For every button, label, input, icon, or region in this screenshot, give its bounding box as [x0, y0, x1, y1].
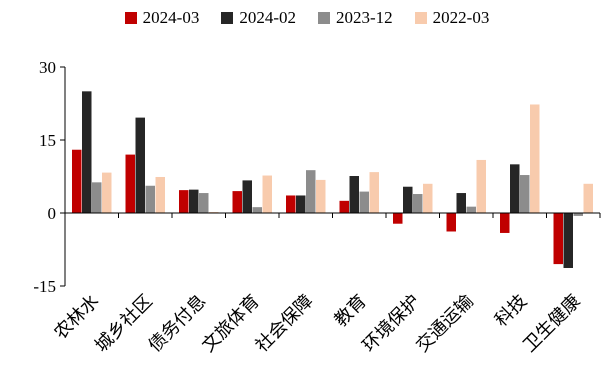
- y-tick-label-3: -15: [33, 277, 56, 296]
- bar-6-1: [403, 186, 413, 213]
- bar-4-0: [286, 195, 296, 213]
- bar-4-2: [306, 170, 316, 213]
- category-label-3: 文旅体育: [198, 291, 264, 357]
- category-label-5: 教育: [330, 291, 370, 331]
- bar-5-0: [339, 200, 349, 213]
- bar-1-2: [145, 185, 155, 213]
- bar-2-0: [179, 190, 189, 213]
- bar-3-0: [232, 191, 242, 213]
- bar-9-0: [553, 213, 563, 265]
- legend-label-3: 2022-03: [432, 8, 490, 27]
- legend-item-2: 2023-12: [318, 8, 393, 28]
- bar-6-0: [393, 213, 403, 224]
- bar-0-3: [102, 172, 112, 213]
- bar-0-2: [92, 182, 102, 213]
- legend-swatch-0: [124, 12, 137, 24]
- bar-8-3: [530, 104, 540, 213]
- legend-swatch-2: [318, 12, 330, 24]
- bar-1-0: [125, 154, 135, 213]
- bar-3-2: [252, 207, 262, 213]
- bar-6-2: [413, 194, 423, 213]
- bar-3-1: [242, 180, 252, 213]
- bar-2-1: [189, 189, 199, 213]
- bar-7-3: [476, 159, 486, 213]
- legend-label-2: 2023-12: [336, 8, 393, 27]
- bar-1-3: [155, 176, 165, 213]
- y-tick-label-1: 15: [39, 131, 56, 150]
- bar-3-3: [262, 175, 272, 213]
- bar-0-1: [82, 91, 92, 213]
- legend-label-0: 2024-03: [142, 8, 200, 27]
- legend-item-1: 2024-02: [221, 8, 296, 28]
- y-tick-label-0: 30: [39, 58, 56, 77]
- bar-4-1: [296, 195, 306, 213]
- bar-5-3: [369, 172, 379, 213]
- legend: 2024-03 2024-02 2023-12 2022-03: [0, 8, 614, 28]
- bar-5-2: [359, 191, 369, 213]
- category-label-0: 农林水: [50, 291, 103, 344]
- category-label-2: 债务付息: [145, 291, 211, 357]
- bar-9-3: [583, 183, 593, 213]
- bar-9-1: [563, 213, 573, 268]
- bar-0-0: [72, 149, 82, 213]
- bar-7-1: [456, 193, 466, 213]
- category-label-4: 社会保障: [252, 291, 318, 357]
- bar-8-2: [520, 175, 530, 213]
- y-tick-label-2: 0: [48, 204, 57, 223]
- legend-swatch-1: [221, 12, 234, 24]
- bar-2-2: [199, 193, 209, 213]
- bar-1-1: [135, 117, 145, 213]
- legend-label-1: 2024-02: [239, 8, 296, 27]
- category-label-7: 交通运输: [412, 291, 478, 357]
- bar-8-1: [510, 164, 520, 213]
- category-label-1: 城乡社区: [91, 291, 157, 357]
- legend-swatch-3: [414, 12, 427, 24]
- bar-7-0: [446, 213, 456, 232]
- legend-item-3: 2022-03: [414, 8, 490, 28]
- category-label-9: 卫生健康: [519, 291, 585, 357]
- bar-7-2: [466, 206, 476, 213]
- bar-8-0: [500, 213, 510, 233]
- bar-6-3: [423, 183, 433, 213]
- bar-5-1: [349, 176, 359, 213]
- bar-4-3: [316, 179, 326, 213]
- category-label-8: 科技: [491, 291, 531, 331]
- legend-item-0: 2024-03: [124, 8, 200, 28]
- bar-9-2: [573, 213, 583, 216]
- category-label-6: 环境保护: [359, 291, 425, 357]
